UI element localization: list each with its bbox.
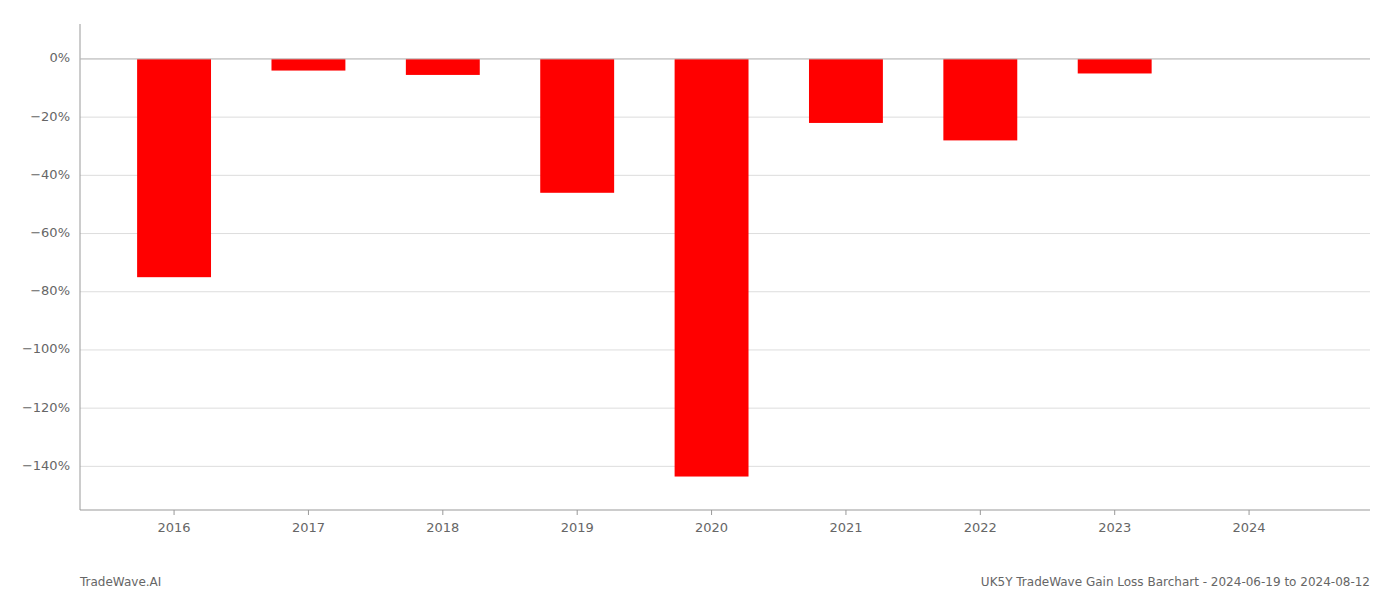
y-tick-label: −80% bbox=[30, 283, 70, 298]
x-tick-label: 2021 bbox=[829, 520, 862, 535]
y-tick-label: −120% bbox=[22, 400, 70, 415]
x-tick bbox=[308, 510, 309, 515]
footer-left: TradeWave.AI bbox=[79, 575, 161, 589]
zero-line bbox=[80, 58, 1370, 59]
y-tick-label: −40% bbox=[30, 167, 70, 182]
y-tick-label: −100% bbox=[22, 341, 70, 356]
y-tick-label: −140% bbox=[22, 458, 70, 473]
y-tick-label: −20% bbox=[30, 109, 70, 124]
chart-svg: 0% −20% −40% −60% −80% −100% −120% −140% 2016 201… bbox=[0, 0, 1400, 600]
x-tick bbox=[711, 510, 712, 515]
chart-title: UK5Y TradeWave Gain Loss Barchart - 2024… bbox=[981, 575, 1370, 589]
x-tick-label: 2017 bbox=[292, 520, 325, 535]
x-tick bbox=[980, 510, 981, 515]
chart-container: 0% −20% −40% −60% −80% −100% −120% −140% 2016 201… bbox=[0, 0, 1400, 600]
bar bbox=[271, 59, 345, 71]
grid-line bbox=[80, 58, 1370, 59]
x-tick-label: 2019 bbox=[561, 520, 594, 535]
x-tick-label: 2016 bbox=[158, 520, 191, 535]
x-tick-label: 2018 bbox=[426, 520, 459, 535]
bars bbox=[137, 59, 1152, 477]
bar bbox=[1078, 59, 1152, 74]
x-tick bbox=[174, 510, 175, 515]
y-tick-label: 0% bbox=[49, 50, 70, 65]
x-tick bbox=[577, 510, 578, 515]
x-tick bbox=[1114, 510, 1115, 515]
x-tick bbox=[1249, 510, 1250, 515]
y-axis-line bbox=[80, 24, 81, 510]
bar bbox=[675, 59, 749, 477]
bar bbox=[137, 59, 211, 277]
x-tick-label: 2023 bbox=[1098, 520, 1131, 535]
y-tick-label: −60% bbox=[30, 225, 70, 240]
bar bbox=[406, 59, 480, 75]
x-tick bbox=[442, 510, 443, 515]
bar bbox=[809, 59, 883, 123]
x-tick bbox=[845, 510, 846, 515]
x-tick-label: 2020 bbox=[695, 520, 728, 535]
x-axis-line bbox=[80, 510, 1370, 511]
bar bbox=[943, 59, 1017, 140]
x-tick-label: 2024 bbox=[1233, 520, 1266, 535]
bar bbox=[540, 59, 614, 193]
x-tick-label: 2022 bbox=[964, 520, 997, 535]
